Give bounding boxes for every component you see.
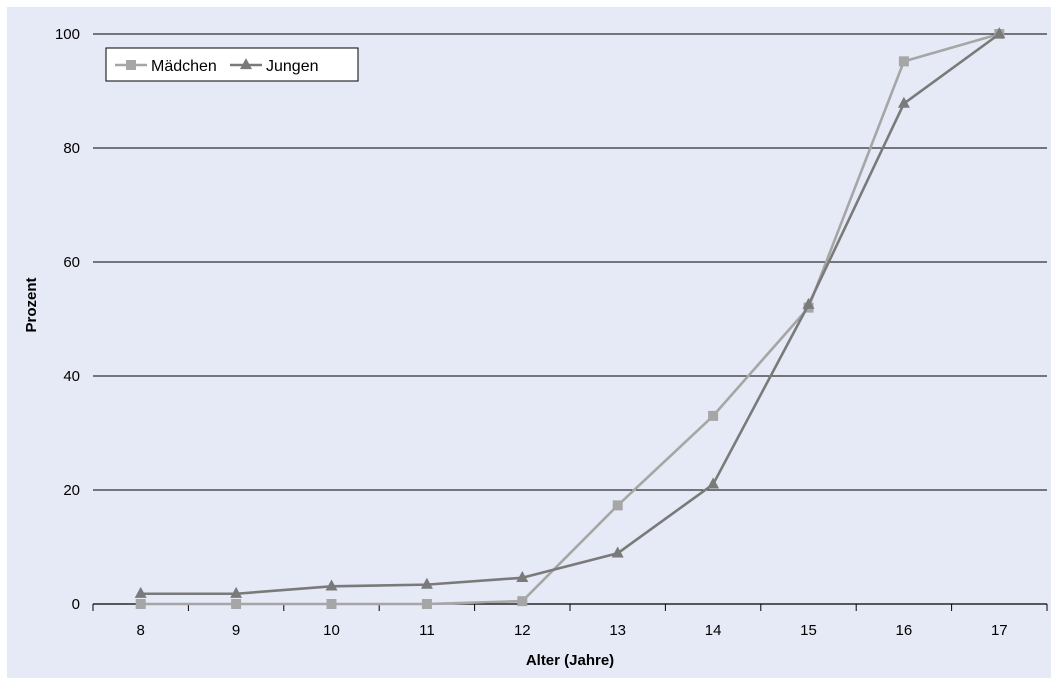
data-point-0-13 xyxy=(612,500,623,511)
gridlines xyxy=(93,33,1047,491)
data-point-1-10 xyxy=(325,579,338,591)
axes: 0 20 40 60 80 100 8 9 10 11 12 13 14 15 16 17 xyxy=(55,26,1048,639)
data-point-0-16 xyxy=(898,56,909,67)
data-point-1-8 xyxy=(134,586,147,598)
series-layer xyxy=(134,27,1006,609)
series-line-1 xyxy=(140,32,1001,596)
x-tick-label-16: 16 xyxy=(896,622,913,639)
x-tick-label-15: 15 xyxy=(800,622,817,639)
data-point-1-14 xyxy=(707,477,720,489)
y-tick-label-20: 20 xyxy=(63,482,80,499)
x-tick-label-10: 10 xyxy=(323,622,340,639)
legend-label-0: Mädchen xyxy=(151,58,217,75)
legend-entry-0: Mädchen xyxy=(115,58,217,75)
y-tick-label-0: 0 xyxy=(72,596,80,613)
y-tick-label-60: 60 xyxy=(63,254,80,271)
data-point-1-12 xyxy=(516,570,529,582)
data-point-0-14 xyxy=(708,410,719,421)
x-tick-label-12: 12 xyxy=(514,622,531,639)
series-line-0 xyxy=(140,32,1000,606)
data-point-1-9 xyxy=(230,586,243,598)
data-point-0-9 xyxy=(231,599,242,609)
data-point-1-11 xyxy=(420,577,433,589)
series-1 xyxy=(134,27,1006,598)
chart-background xyxy=(7,7,1051,678)
y-tick-label-40: 40 xyxy=(63,368,80,385)
data-point-1-15 xyxy=(802,297,815,309)
x-axis-title: Alter (Jahre) xyxy=(526,652,614,669)
data-point-0-8 xyxy=(135,599,146,609)
x-tick-label-13: 13 xyxy=(609,622,626,639)
data-point-1-17 xyxy=(993,27,1006,39)
legend: Mädchen Jungen xyxy=(105,47,359,82)
legend-entries: Mädchen Jungen xyxy=(115,58,319,75)
data-point-0-10 xyxy=(326,599,337,609)
legend-label-1: Jungen xyxy=(266,58,319,75)
legend-marker-0 xyxy=(126,60,136,70)
y-axis-title: Prozent xyxy=(23,277,40,332)
y-tick-label-100: 100 xyxy=(55,26,80,43)
legend-marker-1 xyxy=(240,58,252,70)
x-tick-label-8: 8 xyxy=(137,622,145,639)
data-point-0-12 xyxy=(517,596,528,607)
y-tick-label-80: 80 xyxy=(63,140,80,157)
data-point-1-13 xyxy=(611,546,624,558)
x-tick-label-9: 9 xyxy=(232,622,240,639)
x-tick-label-11: 11 xyxy=(419,622,435,639)
x-tick-label-14: 14 xyxy=(705,622,722,639)
data-point-0-11 xyxy=(421,599,432,609)
legend-entry-1: Jungen xyxy=(230,58,319,75)
data-point-1-16 xyxy=(897,96,910,108)
x-tick-label-17: 17 xyxy=(991,622,1008,639)
